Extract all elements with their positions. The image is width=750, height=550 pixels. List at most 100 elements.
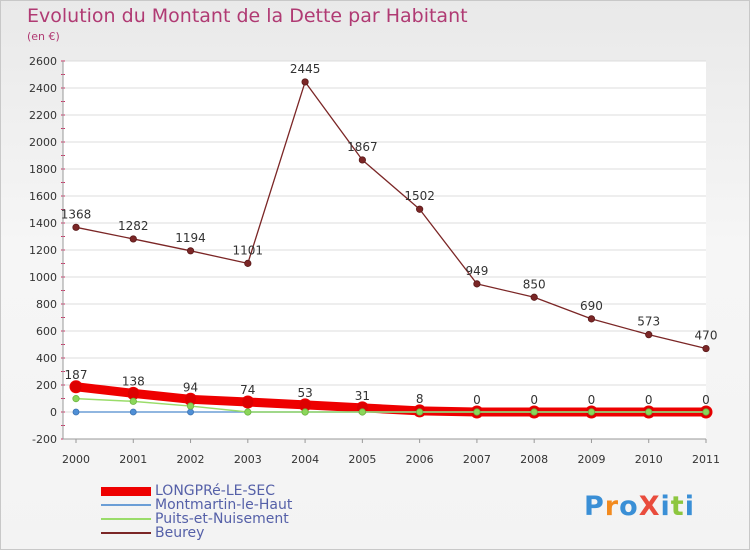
y-tick-label: 1400 [29,217,57,230]
data-point-beurey [301,78,309,86]
y-tick-label: 1000 [29,271,57,284]
x-tick-label: 2011 [692,453,720,466]
y-tick-label: 0 [50,406,57,419]
x-tick-label: 2001 [119,453,147,466]
data-label-longpre: 8 [416,392,424,406]
legend-label: Puits-et-Nuisement [155,511,289,527]
data-point-montmartin [129,408,137,416]
data-label-longpre: 0 [588,393,596,407]
data-label-longpre: 0 [702,393,710,407]
x-tick-label: 2009 [577,453,605,466]
data-label-beurey: 690 [580,299,603,313]
data-label-beurey: 850 [523,277,546,291]
data-label-beurey: 2445 [290,62,321,76]
data-label-beurey: 1101 [233,243,264,257]
data-point-puits [473,408,481,416]
data-label-beurey: 949 [465,264,488,278]
x-tick-label: 2000 [62,453,90,466]
legend-label: LONGPRé-LE-SEC [155,483,276,499]
logo-letter: X [638,491,661,522]
data-point-longpre [241,395,255,409]
data-point-longpre [126,386,140,400]
legend: LONGPRé-LE-SEC Montmartin-le-Haut Puits-et… [101,484,292,540]
data-point-beurey [416,205,424,213]
x-tick-label: 2002 [177,453,205,466]
data-point-puits [645,408,653,416]
data-label-beurey: 1867 [347,140,378,154]
y-tick-label: 2000 [29,136,57,149]
data-label-longpre: 94 [183,380,198,394]
chart-subtitle: (en €) [27,30,60,43]
data-point-beurey [587,315,596,323]
y-tick-label: -200 [32,433,57,446]
data-point-montmartin [72,408,80,416]
data-point-beurey [186,247,195,255]
y-tick-label: 2200 [29,109,57,122]
data-point-puits [530,408,538,416]
data-point-puits [186,402,195,410]
logo-letter: i [660,491,671,522]
data-label-longpre: 31 [355,389,370,403]
legend-label: Montmartin-le-Haut [155,497,293,513]
data-point-beurey [358,156,366,164]
proxiti-logo: ProXiti [584,491,695,522]
logo-letter: r [604,491,620,522]
y-tick-label: 1200 [29,244,57,257]
data-label-longpre: 187 [65,368,88,382]
logo-letter: P [584,491,605,522]
x-tick-label: 2010 [635,453,663,466]
y-tick-label: 800 [36,298,57,311]
data-label-beurey: 470 [695,329,718,343]
legend-item: Montmartin-le-Haut [101,498,292,512]
series-line-puits [75,397,707,413]
data-label-beurey: 573 [637,315,660,329]
logo-letter: t [670,491,685,522]
y-tick-label: 1600 [29,190,57,203]
data-point-puits [702,408,710,416]
data-point-puits [416,408,424,416]
y-tick-label: 600 [36,325,57,338]
x-tick-label: 2008 [520,453,548,466]
series-line-beurey [75,81,707,350]
y-tick-label: 200 [36,379,57,392]
data-label-beurey: 1502 [404,189,435,203]
data-point-beurey [702,344,710,353]
legend-item: Puits-et-Nuisement [101,512,292,526]
data-point-beurey [244,259,252,267]
legend-item: Beurey [101,526,292,540]
legend-label: Beurey [155,525,205,541]
data-point-puits [129,397,137,405]
data-label-beurey: 1368 [61,207,92,221]
data-point-puits [72,395,80,403]
data-point-beurey [473,280,481,288]
data-label-longpre: 138 [122,374,145,388]
data-point-beurey [645,331,653,339]
x-tick-label: 2005 [348,453,376,466]
data-point-puits [301,408,309,416]
data-label-longpre: 53 [297,386,312,400]
x-tick-label: 2007 [463,453,491,466]
data-label-longpre: 74 [240,383,255,397]
legend-item: LONGPRé-LE-SEC [101,484,292,498]
data-point-montmartin [187,408,194,416]
legend-swatch [101,532,151,534]
data-point-beurey [72,223,80,231]
data-point-longpre [69,380,83,394]
x-tick-label: 2004 [291,453,319,466]
x-tick-label: 2006 [406,453,434,466]
data-label-longpre: 0 [473,393,481,407]
legend-swatch [101,486,151,496]
data-point-puits [244,408,252,416]
logo-letter: i [684,491,695,522]
data-label-beurey: 1282 [118,219,149,233]
y-tick-label: 1800 [29,163,57,176]
logo-letter: o [619,491,639,522]
y-tick-label: 2600 [29,55,57,68]
data-label-longpre: 0 [645,393,653,407]
data-label-longpre: 0 [530,393,538,407]
data-point-beurey [129,235,137,243]
y-tick-label: 2400 [29,82,57,95]
legend-swatch [101,518,151,520]
